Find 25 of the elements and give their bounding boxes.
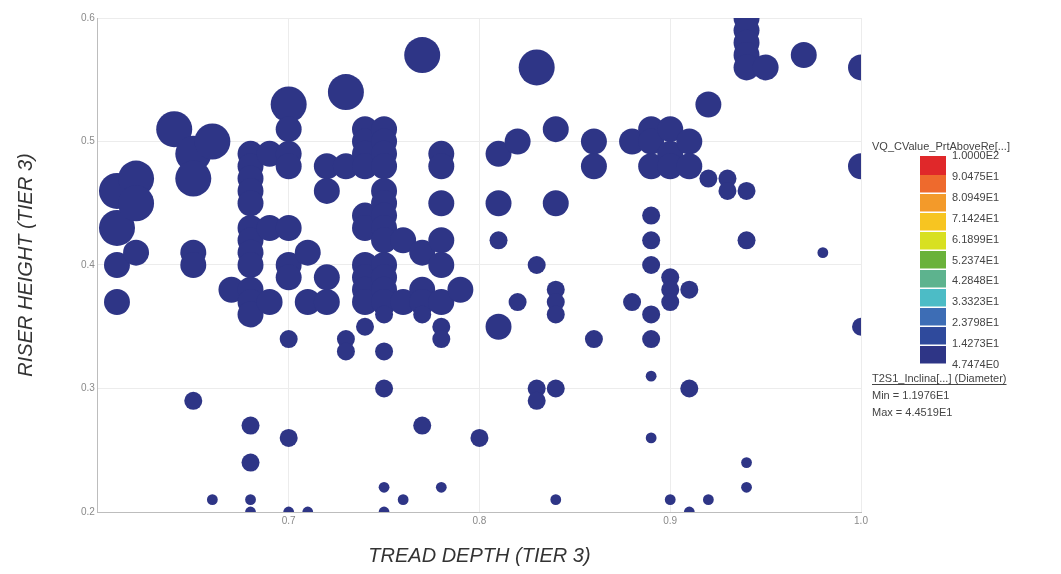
y-tick-label: 0.5: [81, 135, 96, 147]
y-tick-label: 0.4: [81, 258, 96, 270]
color-bar-label: 1.4273E1: [952, 337, 1000, 350]
color-bar-label: 4.2848E1: [952, 274, 1000, 287]
color-bar-label: 4.7474E0: [952, 358, 1000, 371]
color-bar-label: 9.0475E1: [952, 169, 1000, 182]
text: T2S1_Inclina[...] (Diameter): [872, 372, 1007, 384]
x-tick-label: 0.8: [472, 514, 487, 526]
color-bar-label: 8.0949E1: [952, 190, 1000, 203]
x-tick-label: 0.9: [663, 514, 678, 526]
color-bar-label: 5.2374E1: [952, 253, 1000, 266]
color-bar-title: VQ_CValue_PrtAboveRe[...]: [872, 140, 1010, 152]
color-bar-label: 7.1424E1: [952, 211, 1000, 224]
y-tick-label: 0.6: [81, 11, 96, 23]
text: Max = 4.4519E1: [872, 406, 953, 418]
x-tick-label: 1.0: [854, 514, 869, 526]
color-bar-label: 2.3798E1: [952, 316, 1000, 329]
x-axis-title: TREAD DEPTH (TIER 3): [368, 543, 591, 566]
text: Min = 1.1976E1: [872, 389, 950, 401]
x-tick-label: 0.7: [281, 514, 297, 526]
color-bar-label: 6.1899E1: [952, 232, 1000, 245]
y-tick-label: 0.2: [81, 505, 96, 517]
color-bar-label: 3.3323E1: [952, 295, 1000, 308]
y-axis-title: RISER HEIGHT (TIER 3): [13, 153, 36, 377]
y-tick-label: 0.3: [81, 382, 96, 394]
